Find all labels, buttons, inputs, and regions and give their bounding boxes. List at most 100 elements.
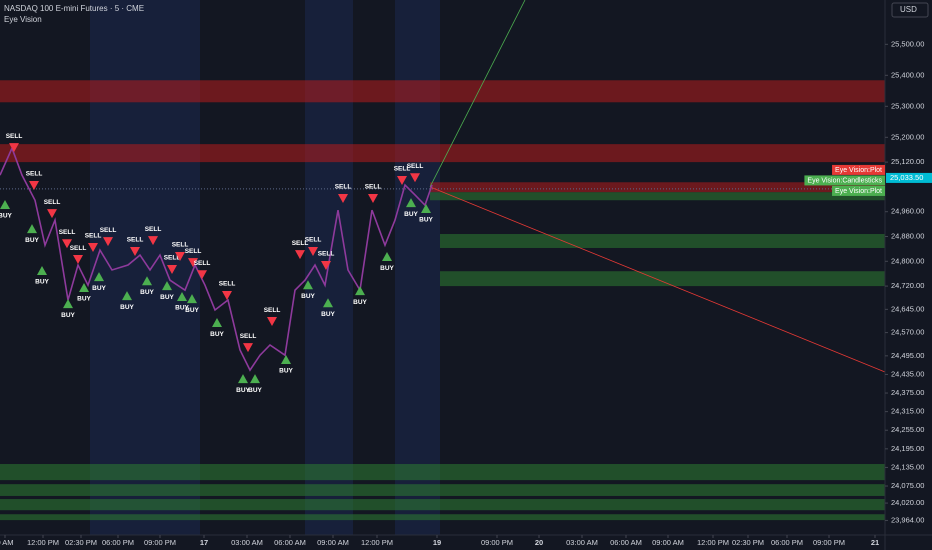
signal-label: SELL — [59, 229, 76, 236]
buy-marker — [94, 272, 104, 282]
price-tag-label: 25,033.50 — [890, 173, 923, 182]
y-tick-label: 24,435.00 — [891, 369, 924, 378]
signal-label: SELL — [264, 307, 281, 314]
session-band — [90, 0, 200, 535]
y-tick-label: 24,880.00 — [891, 231, 924, 240]
zone — [0, 484, 885, 496]
sell-marker — [148, 236, 158, 246]
y-tick-label: 24,255.00 — [891, 425, 924, 434]
y-tick-label: 24,645.00 — [891, 304, 924, 313]
y-tick-label: 25,500.00 — [891, 39, 924, 48]
y-tick-label: 23,964.00 — [891, 515, 924, 524]
signal-label: SELL — [172, 242, 189, 249]
buy-marker — [323, 298, 333, 308]
price-line — [0, 146, 433, 372]
x-tick-label: 0 AM — [0, 538, 14, 547]
signal-label: BUY — [92, 285, 106, 292]
sell-marker — [368, 193, 378, 203]
x-tick-label: 09:00 AM — [317, 538, 349, 547]
buy-marker — [177, 292, 187, 302]
signal-label: SELL — [407, 163, 424, 170]
y-tick-label: 24,375.00 — [891, 388, 924, 397]
buy-marker — [162, 281, 172, 291]
buy-marker — [212, 318, 222, 328]
sell-marker — [167, 264, 177, 274]
x-tick-label: 09:00 PM — [813, 538, 845, 547]
plot-label-box — [832, 185, 885, 196]
y-tick-label: 24,720.00 — [891, 281, 924, 290]
currency: USD — [900, 5, 917, 14]
x-tick-label: 02:30 PM — [732, 538, 764, 547]
sell-marker — [188, 258, 198, 268]
x-tick-label: 19 — [433, 538, 441, 547]
plot-label: Eye Vision:Plot — [835, 167, 882, 174]
sell-marker — [47, 209, 57, 219]
zone — [0, 144, 885, 163]
signal-label: SELL — [100, 227, 117, 234]
signal-label: BUY — [185, 307, 199, 314]
signal-label: BUY — [175, 305, 189, 312]
signal-label: BUY — [25, 237, 39, 244]
sell-marker — [295, 250, 305, 260]
buy-marker — [303, 280, 313, 290]
zone — [430, 192, 885, 201]
zone — [0, 499, 885, 511]
x-tick-label: 06:00 PM — [102, 538, 134, 547]
buy-marker — [281, 354, 291, 364]
currency-box[interactable] — [891, 2, 929, 18]
sell-marker — [267, 317, 277, 327]
x-tick-label: 12:00 PM — [27, 538, 59, 547]
y-tick-label: 24,020.00 — [891, 498, 924, 507]
signal-label: BUY — [210, 331, 224, 338]
signal-label: SELL — [70, 245, 87, 252]
session-band — [395, 0, 440, 535]
signal-label: BUY — [279, 368, 293, 375]
y-tick-label: 25,400.00 — [891, 70, 924, 79]
sell-marker — [62, 239, 72, 249]
plot-label: Eye Vision:Candlesticks — [807, 177, 882, 184]
x-tick-label: 06:00 PM — [771, 538, 803, 547]
signal-label: SELL — [394, 166, 411, 173]
signal-label: SELL — [335, 184, 352, 191]
x-tick-label: 03:00 AM — [231, 538, 263, 547]
buy-marker — [27, 224, 37, 234]
buy-marker — [142, 276, 152, 286]
sell-marker — [130, 247, 140, 257]
zone — [0, 464, 885, 481]
signal-label: BUY — [0, 213, 13, 220]
signal-label: BUY — [419, 217, 433, 224]
signal-label: BUY — [301, 293, 315, 300]
y-tick-label: 24,495.00 — [891, 351, 924, 360]
y-tick-label: 24,195.00 — [891, 444, 924, 453]
signal-label: BUY — [35, 279, 49, 286]
sell-marker — [103, 237, 113, 247]
zone — [0, 514, 885, 521]
y-tick-label: 25,120.00 — [891, 157, 924, 166]
chart-title: NASDAQ 100 E-mini Futures · 5 · CME — [4, 4, 144, 13]
session-band — [305, 0, 353, 535]
signal-label: SELL — [219, 281, 236, 288]
buy-marker — [122, 291, 132, 301]
zone — [440, 234, 885, 248]
sell-marker — [88, 242, 98, 252]
signal-label: BUY — [380, 265, 394, 272]
signal-label: BUY — [120, 304, 134, 311]
signal-label: SELL — [292, 240, 309, 247]
sell-marker — [410, 173, 420, 183]
buy-marker — [0, 199, 10, 209]
sell-marker — [397, 176, 407, 186]
x-tick-label: 20 — [535, 538, 543, 547]
y-tick-label: 24,135.00 — [891, 462, 924, 471]
sell-marker — [175, 251, 185, 261]
zone — [0, 80, 885, 103]
signal-label: SELL — [145, 226, 162, 233]
signal-label: BUY — [160, 294, 174, 301]
x-tick-label: 17 — [200, 538, 208, 547]
y-tick-label: 24,075.00 — [891, 481, 924, 490]
signal-label: SELL — [127, 237, 144, 244]
y-tick-label: 25,300.00 — [891, 101, 924, 110]
sell-marker — [308, 247, 318, 257]
signal-label: BUY — [61, 312, 75, 319]
sell-marker — [29, 180, 39, 190]
